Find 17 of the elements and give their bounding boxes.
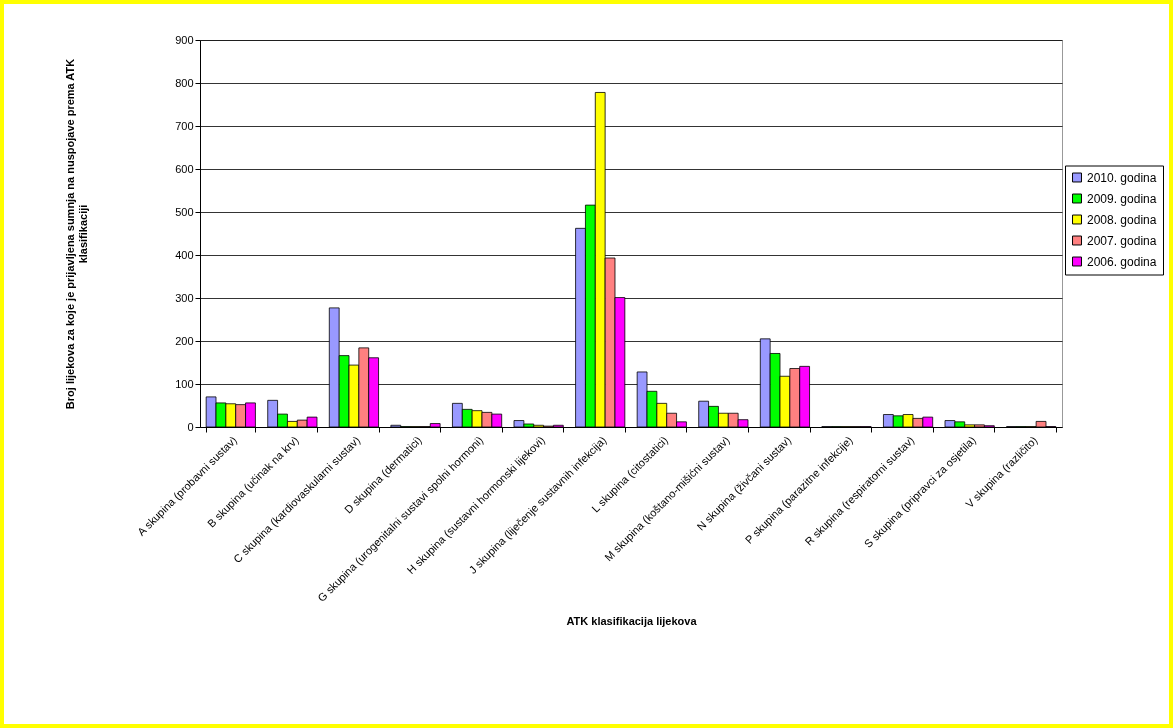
y-tick-label: 200 [175, 334, 194, 347]
legend-label: 2009. godina [1087, 191, 1157, 206]
y-tick-label: 500 [175, 205, 194, 218]
legend-label: 2010. godina [1087, 170, 1157, 185]
legend-label: 2007. godina [1087, 233, 1157, 248]
y-tick-label: 400 [175, 248, 194, 261]
y-tick-label: 100 [175, 377, 194, 390]
y-tick-label: 600 [175, 162, 194, 175]
legend-label: 2006. godina [1087, 254, 1157, 269]
y-tick-label: 0 [187, 420, 194, 433]
y-axis-title: Broj lijekova za koje je prijavljena sumnja na nuspojave prema ATK klasifikaciji [63, 58, 89, 410]
y-tick-label: 300 [175, 291, 194, 304]
y-tick-label: 800 [175, 76, 194, 89]
x-axis-title: ATK klasifikacija lijekova [566, 614, 698, 627]
legend-label: 2008. godina [1087, 212, 1157, 227]
y-tick-label: 700 [175, 119, 194, 132]
y-tick-label: 900 [175, 33, 194, 46]
